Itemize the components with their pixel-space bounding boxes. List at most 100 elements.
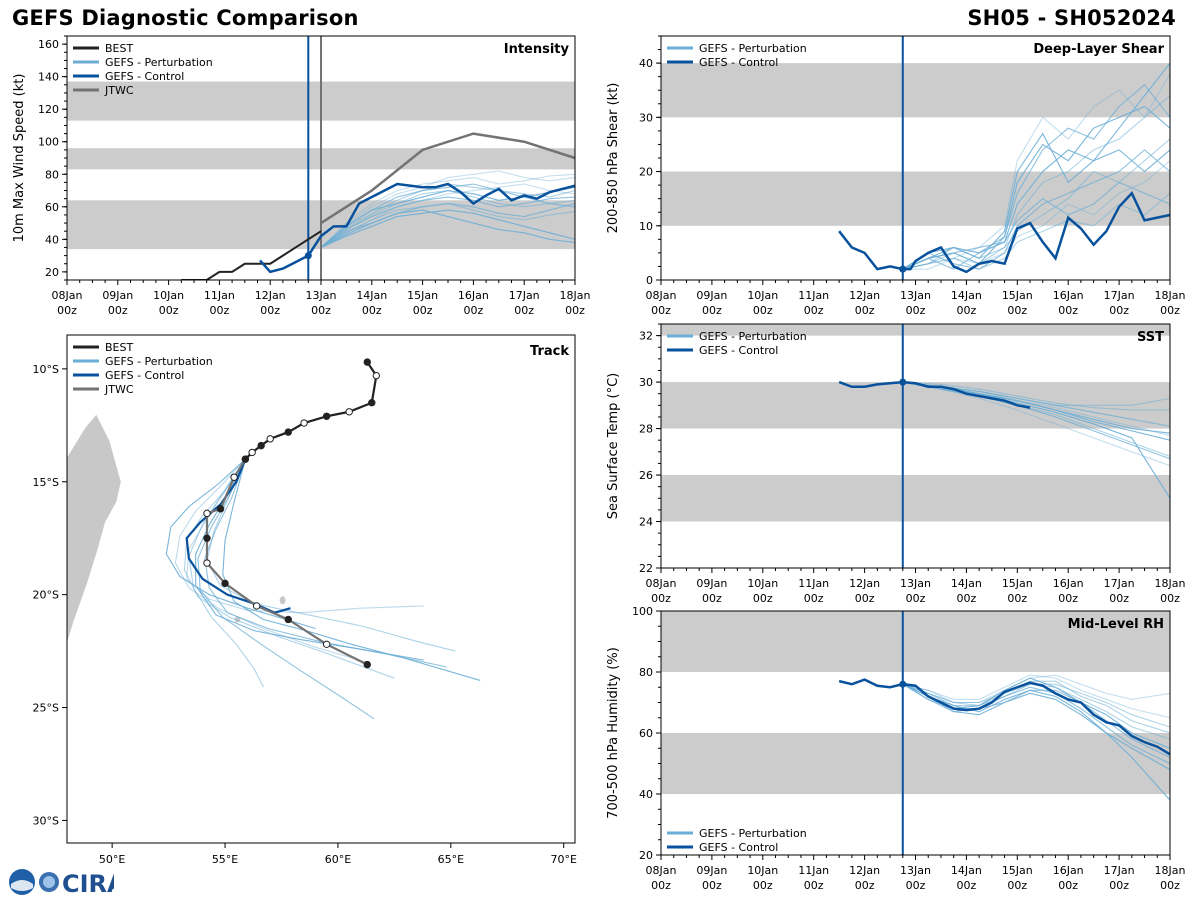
x-tick-label: 00z <box>413 304 433 317</box>
x-tick-label: 00z <box>702 304 722 317</box>
y-tick-label: 24 <box>639 516 653 529</box>
jtwc-track-point <box>284 615 292 624</box>
legend-label: GEFS - Control <box>699 344 778 357</box>
y-tick-label: 80 <box>45 168 59 181</box>
x-tick-label: 00z <box>1058 304 1078 317</box>
x-tick-label: 15Jan <box>1002 864 1033 877</box>
perturbation-line <box>902 84 1170 270</box>
perturbation-line <box>320 183 575 248</box>
x-tick-label: 11Jan <box>798 577 829 590</box>
perturbation-line <box>902 381 1170 434</box>
shaded-band <box>661 324 1170 336</box>
x-tick-label: 10Jan <box>747 289 778 302</box>
best-track-point <box>248 448 256 457</box>
mauritius-island <box>279 596 286 605</box>
jtwc-track-point <box>221 579 229 588</box>
y-tick-label: 60 <box>639 727 653 740</box>
x-tick-label: 55°E <box>212 853 238 866</box>
perturbation-line <box>320 189 575 248</box>
x-tick-label: 00z <box>753 592 773 605</box>
y-tick-label: 28 <box>639 423 653 436</box>
x-tick-label: 00z <box>702 592 722 605</box>
y-axis-label: 10m Max Wind Speed (kt) <box>12 74 27 243</box>
shear-plot-area <box>661 36 1170 280</box>
x-tick-label: 15Jan <box>407 289 438 302</box>
control-analysis-point <box>899 680 907 688</box>
panel-title: Deep-Layer Shear <box>1033 42 1164 57</box>
best-track-point <box>284 428 292 436</box>
y-tick-label: 80 <box>639 666 653 679</box>
y-tick-label: 10°S <box>33 363 59 376</box>
plot-frame <box>660 323 1171 569</box>
perturbation-line <box>320 196 575 248</box>
perturbation-track <box>206 458 456 652</box>
perturbation-line <box>320 170 575 248</box>
x-tick-label: 14Jan <box>951 577 982 590</box>
y-tick-label: 20°S <box>33 589 59 602</box>
x-tick-label: 17Jan <box>509 289 540 302</box>
best-track-point <box>368 399 376 407</box>
best-track-point <box>372 371 381 380</box>
madagascar-land <box>67 413 122 645</box>
x-tick-label: 15Jan <box>1002 577 1033 590</box>
x-tick-label: 00z <box>804 592 824 605</box>
x-tick-label: 08Jan <box>646 289 677 302</box>
x-tick-label: 00z <box>855 304 875 317</box>
x-tick-label: 00z <box>906 304 926 317</box>
x-tick-label: 00z <box>311 304 331 317</box>
x-tick-label: 13Jan <box>900 289 931 302</box>
x-tick-label: 00z <box>753 304 773 317</box>
y-tick-label: 30 <box>639 376 653 389</box>
cira-logo: CIRA <box>4 864 126 898</box>
x-tick-label: 00z <box>702 879 722 892</box>
y-tick-label: 40 <box>639 57 653 70</box>
legend-label: BEST <box>105 341 133 354</box>
x-tick-label: 00z <box>753 879 773 892</box>
intensity-chart: 20 40 60 80 100 120 140 160 08Jan 00z 09Jan 00z 10Ja… <box>12 35 590 317</box>
shaded-band <box>661 475 1170 522</box>
y-tick-label: 30°S <box>33 814 59 827</box>
jtwc-track-point <box>203 509 211 518</box>
best-track-point <box>300 419 308 427</box>
perturbation-line <box>320 209 575 248</box>
x-tick-label: 18Jan <box>1155 864 1186 877</box>
x-tick-label: 00z <box>210 304 230 317</box>
perturbation-line <box>902 381 1170 411</box>
control-analysis-point <box>304 252 312 260</box>
x-tick-label: 00z <box>1007 879 1027 892</box>
perturbation-track <box>222 459 481 681</box>
legend-label: JTWC <box>104 383 134 396</box>
y-tick-label: 60 <box>45 201 59 214</box>
x-tick-label: 14Jan <box>951 864 982 877</box>
panel-title: Intensity <box>504 42 570 57</box>
x-tick-label: 16Jan <box>1053 289 1084 302</box>
x-tick-label: 17Jan <box>1104 289 1135 302</box>
x-tick-label: 10Jan <box>747 577 778 590</box>
x-tick-label: 14Jan <box>951 289 982 302</box>
x-tick-label: 60°E <box>325 853 351 866</box>
control-line <box>259 182 575 274</box>
y-tick-label: 10 <box>639 220 653 233</box>
x-tick-label: 00z <box>804 304 824 317</box>
y-tick-label: 20 <box>639 849 653 862</box>
best-track <box>244 361 378 460</box>
legend-label: GEFS - Control <box>699 841 778 854</box>
x-tick-label: 50°E <box>99 853 125 866</box>
track-plot-area <box>67 358 481 720</box>
sst-chart: 22 24 26 28 30 32 08Jan 00z 09Jan 00z 10Jan 00z 11Ja… <box>606 323 1186 605</box>
panel-title: SST <box>1137 330 1164 345</box>
x-tick-label: 00z <box>1058 592 1078 605</box>
x-tick-label: 08Jan <box>646 864 677 877</box>
x-tick-label: 18Jan <box>1155 289 1186 302</box>
x-tick-label: 18Jan <box>1155 577 1186 590</box>
control-line <box>838 678 1170 756</box>
y-tick-label: 32 <box>639 330 653 343</box>
perturbation-line <box>902 674 1170 704</box>
perturbation-line <box>902 683 1170 740</box>
x-tick-label: 00z <box>1160 592 1180 605</box>
x-tick-label: 12Jan <box>255 289 286 302</box>
y-tick-label: 40 <box>639 788 653 801</box>
x-tick-label: 00z <box>855 879 875 892</box>
y-tick-label: 160 <box>38 38 59 51</box>
best-track-point <box>322 412 331 420</box>
